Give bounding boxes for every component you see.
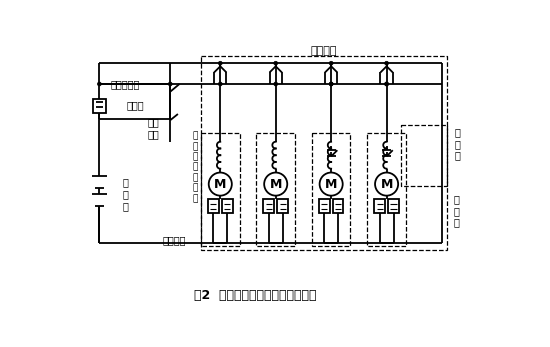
Bar (201, 133, 240, 246)
Bar (367, 133, 406, 246)
Text: 熔断丝: 熔断丝 (126, 101, 145, 111)
Bar (312, 133, 350, 246)
Text: M: M (325, 178, 337, 191)
Circle shape (384, 82, 388, 86)
Bar (277, 200, 288, 213)
Circle shape (329, 61, 333, 65)
Text: 图2  电动门窗玻璃升降器电路原理: 图2 电动门窗玻璃升降器电路原理 (194, 289, 316, 302)
Bar (388, 200, 399, 213)
Bar (208, 200, 219, 213)
Text: 电
动
机: 电 动 机 (454, 194, 460, 228)
Circle shape (329, 82, 333, 86)
Circle shape (264, 172, 287, 196)
Bar (375, 200, 385, 213)
Bar (263, 200, 274, 213)
Circle shape (218, 82, 222, 86)
Text: 电
动
机
磁
场
绕
组: 电 动 机 磁 场 绕 组 (193, 132, 199, 203)
Circle shape (168, 82, 172, 86)
Text: 组合开关: 组合开关 (311, 46, 338, 56)
Bar (402, 125, 448, 186)
Circle shape (274, 82, 278, 86)
Bar (93, 99, 106, 113)
Text: M: M (270, 178, 282, 191)
Text: 断路开关: 断路开关 (162, 235, 186, 245)
Bar (256, 133, 295, 246)
Text: 门窗继电器: 门窗继电器 (111, 79, 140, 89)
Circle shape (384, 61, 388, 65)
Text: M: M (214, 178, 227, 191)
Circle shape (329, 82, 333, 86)
Circle shape (384, 82, 388, 86)
Circle shape (320, 172, 343, 196)
Circle shape (218, 61, 222, 65)
Bar (222, 200, 233, 213)
Circle shape (209, 172, 232, 196)
Text: 分
开
关: 分 开 关 (454, 127, 460, 161)
Bar (319, 200, 329, 213)
Circle shape (274, 61, 278, 65)
Bar (201, 56, 448, 249)
Text: M: M (381, 178, 393, 191)
Circle shape (97, 82, 101, 86)
Text: 点火
开关: 点火 开关 (147, 117, 159, 139)
Text: 蓄
电
池: 蓄 电 池 (123, 178, 129, 211)
Circle shape (375, 172, 398, 196)
Bar (333, 200, 343, 213)
